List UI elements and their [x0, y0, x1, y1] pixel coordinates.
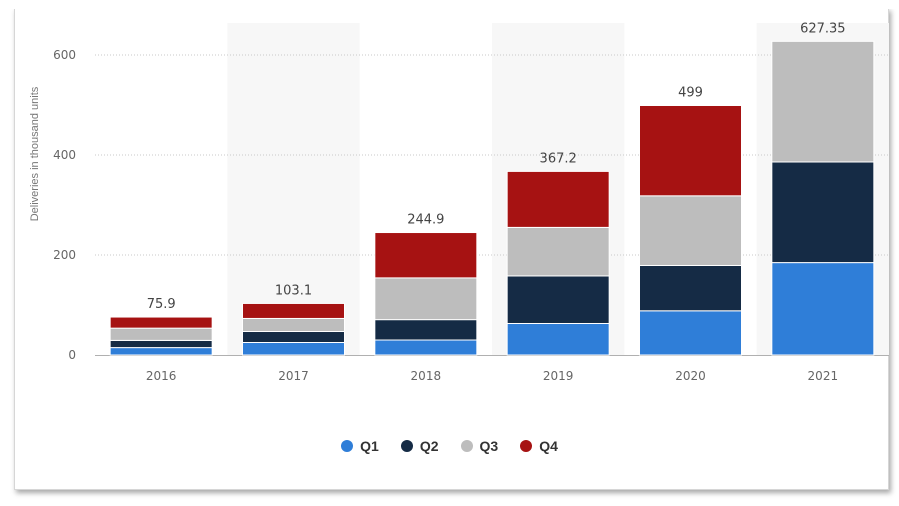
x-tick-label: 2016 — [146, 369, 177, 383]
bar-segment-q3 — [639, 195, 742, 266]
grid-lines: 0 200 400 600 — [53, 48, 889, 362]
legend-label: Q1 — [360, 438, 379, 454]
bar-segment-q4 — [639, 105, 742, 197]
legend-label: Q4 — [539, 438, 558, 454]
bar-segment-q3 — [109, 327, 213, 341]
y-axis-title: Deliveries in thousand units — [29, 86, 41, 221]
bar-segment-q1 — [242, 342, 345, 356]
total-label: 627.35 — [800, 21, 846, 36]
legend-item-q3[interactable]: Q3 — [460, 438, 499, 454]
bars — [109, 40, 875, 356]
x-tick-label: 2019 — [543, 369, 574, 383]
total-label: 103.1 — [275, 283, 312, 298]
legend-swatch — [341, 440, 354, 452]
x-tick-label: 2018 — [411, 369, 442, 383]
y-tick-label: 0 — [68, 348, 76, 362]
legend-item-q4[interactable]: Q4 — [520, 438, 558, 454]
x-tick-label: 2020 — [675, 369, 706, 383]
bar-segment-q1 — [109, 347, 213, 356]
x-tick-label: 2021 — [808, 369, 839, 383]
total-label: 75.9 — [147, 297, 176, 312]
legend-swatch — [400, 440, 413, 452]
total-label: 367.2 — [540, 151, 577, 166]
bar-segment-q3 — [506, 226, 610, 277]
bar-segment-q4 — [242, 302, 345, 319]
total-label: 244.9 — [407, 213, 444, 228]
bar-segment-q2 — [506, 275, 610, 324]
bar-segment-q2 — [771, 161, 875, 264]
column-band — [227, 23, 360, 355]
bar-segment-q4 — [506, 170, 610, 228]
y-tick-label: 200 — [53, 248, 76, 262]
legend-swatch — [520, 440, 533, 452]
bar-segment-q4 — [109, 316, 213, 329]
total-label: 499 — [678, 86, 703, 101]
bar-segment-q2 — [242, 331, 345, 343]
bar-segment-q1 — [506, 323, 610, 356]
legend-label: Q2 — [419, 438, 439, 454]
bar-segment-q2 — [374, 319, 478, 341]
top-edge-mask — [0, 0, 899, 9]
bar-segment-q2 — [109, 339, 213, 349]
legend-swatch — [460, 440, 473, 452]
x-tick-label: 2017 — [278, 369, 309, 383]
bar-segment-q3 — [242, 317, 345, 333]
bar-segment-q3 — [374, 277, 478, 321]
bar-segment-q1 — [639, 310, 742, 356]
chart-legend: Q1 Q2 Q3 Q4 — [0, 438, 899, 454]
bar-segment-q3 — [771, 40, 875, 163]
bar-segment-q2 — [639, 264, 742, 312]
bar-segment-q1 — [771, 262, 875, 356]
legend-item-q2[interactable]: Q2 — [400, 438, 439, 454]
legend-item-q1[interactable]: Q1 — [341, 438, 379, 454]
bar-segment-q4 — [374, 232, 478, 279]
bar-segment-q1 — [374, 339, 478, 356]
y-tick-label: 600 — [53, 48, 76, 62]
legend-label: Q3 — [479, 438, 499, 454]
labels: 75.9 2016 103.1 2017 244.9 2018 367.2 2019 499 20… — [146, 21, 846, 383]
y-tick-label: 400 — [53, 148, 76, 162]
